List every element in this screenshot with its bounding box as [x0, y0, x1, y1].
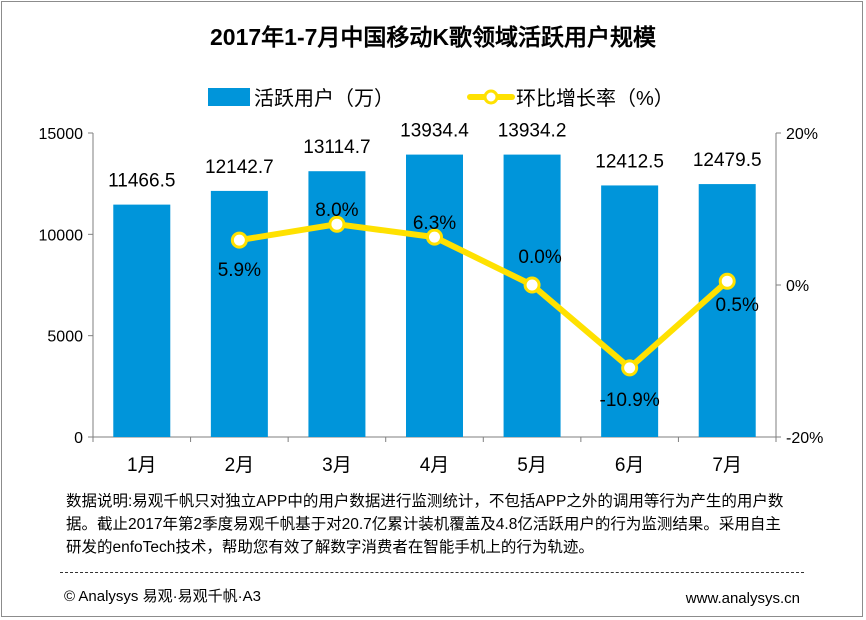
chart-title: 2017年1-7月中国移动K歌领域活跃用户规模: [209, 24, 657, 50]
line-value-label: 6.3%: [413, 213, 456, 234]
line-point: [718, 272, 736, 290]
bar: [308, 171, 366, 437]
bar: [210, 190, 268, 437]
line-point: [426, 228, 443, 246]
y-right-tick-label: 20%: [786, 126, 818, 143]
x-tick-label: 3月: [322, 455, 352, 476]
data-note: 数据说明:易观千帆只对独立APP中的用户数据进行监测统计，不包括APP之外的调用…: [66, 493, 784, 556]
bar-value-label: 11466.5: [108, 171, 175, 192]
bar: [601, 185, 659, 437]
line-point: [523, 276, 541, 294]
line-value-label: 8.0%: [315, 200, 358, 221]
bar: [503, 154, 561, 437]
bar: [113, 204, 171, 437]
bar: [406, 154, 463, 437]
legend-swatch-marker: [483, 89, 499, 105]
x-tick-label: 2月: [225, 455, 255, 476]
legend-label-bar: 活跃用户（万）: [254, 87, 394, 110]
legend-label-line: 环比增长率（%）: [516, 87, 674, 110]
copyright-text: © Analysys 易观·易观千帆·A3: [64, 588, 261, 605]
y-left-tick-label: 0: [74, 430, 83, 447]
y-left-tick-label: 5000: [47, 329, 83, 346]
bar-value-label: 13934.4: [400, 121, 469, 142]
bar-value-label: 13114.7: [303, 137, 370, 158]
bar-value-label: 13934.2: [498, 121, 567, 142]
bar-value-label: 12142.7: [205, 157, 274, 178]
x-tick-label: 7月: [712, 455, 742, 476]
line-value-label: 0.5%: [716, 295, 759, 316]
y-left-tick-label: 15000: [39, 126, 84, 143]
x-tick-label: 1月: [127, 455, 157, 476]
x-tick-label: 5月: [517, 455, 547, 476]
bar: [698, 184, 756, 437]
line-value-label: -10.9%: [600, 390, 660, 411]
note-divider: [60, 572, 804, 573]
y-right-tick-label: -20%: [786, 430, 823, 447]
line-value-label: 0.0%: [518, 247, 561, 268]
x-tick-label: 4月: [420, 455, 450, 476]
line-point: [328, 215, 346, 233]
growth-rate-line: [236, 221, 731, 371]
line-point: [621, 359, 639, 377]
bar-value-label: 12479.5: [693, 150, 762, 171]
legend-swatch-bar: [208, 88, 250, 106]
line-point: [230, 231, 248, 249]
bar-value-label: 12412.5: [595, 151, 664, 172]
x-tick-label: 6月: [615, 455, 645, 476]
y-left-tick-label: 10000: [39, 227, 84, 244]
y-right-tick-label: 0%: [786, 278, 809, 295]
line-value-label: 5.9%: [218, 260, 261, 281]
website-link[interactable]: www.analysys.cn: [685, 590, 800, 607]
